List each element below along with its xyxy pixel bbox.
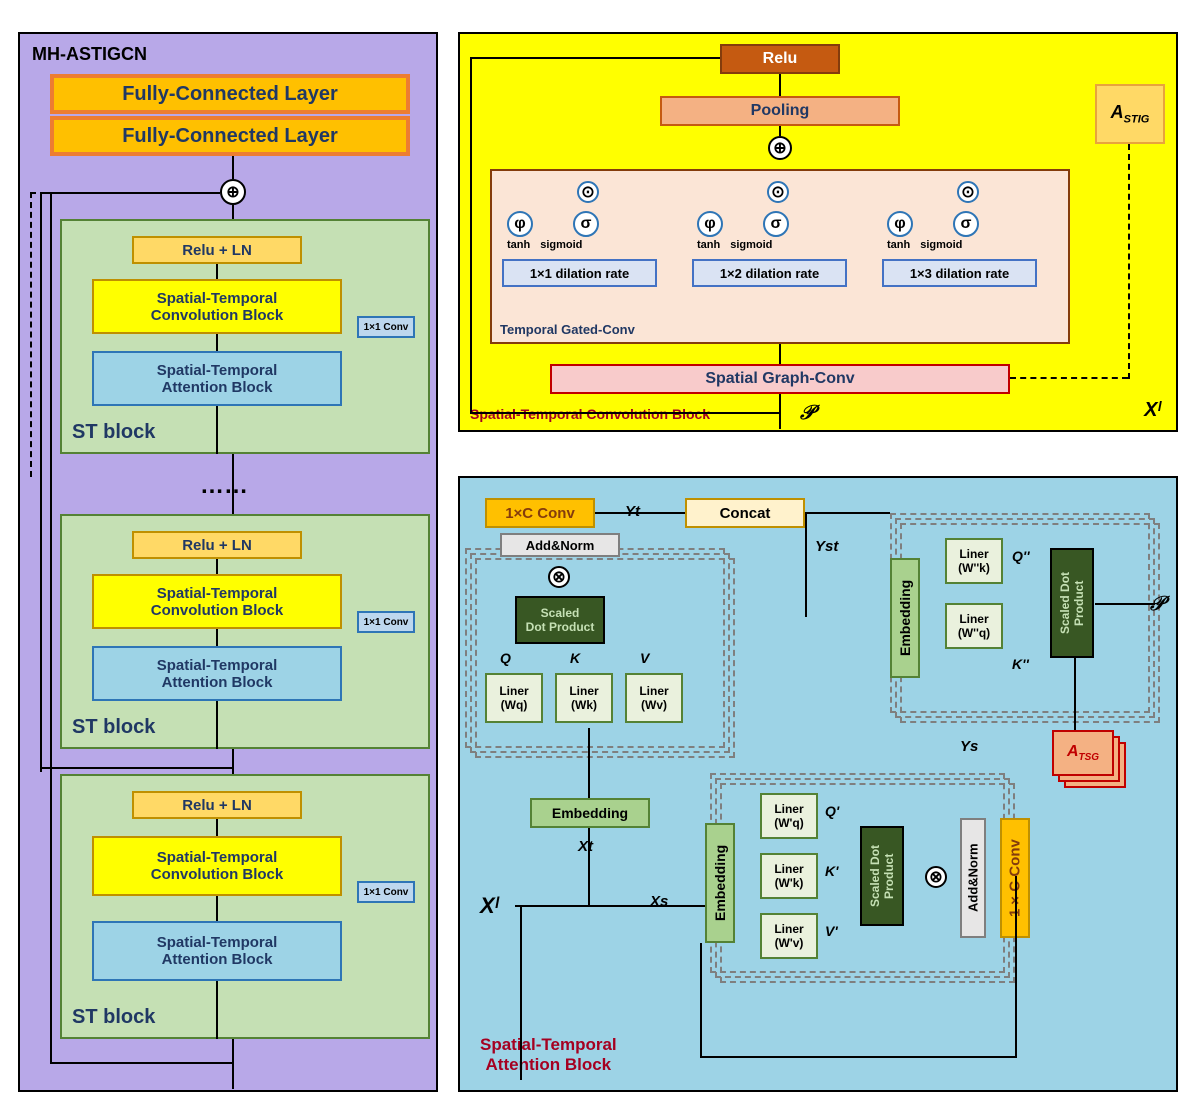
- dilation-2: 1×2 dilation rate: [692, 259, 847, 287]
- yst-label: Yst: [815, 538, 838, 555]
- relu-ln-3: Relu + LN: [132, 791, 302, 819]
- relu-box: Relu: [720, 44, 840, 74]
- scaled-s: Scaled Dot Product: [860, 826, 904, 926]
- conv1x1-1: 1×1 Conv: [357, 316, 415, 338]
- odot-2: ⊙: [767, 181, 789, 203]
- relu-ln-2: Relu + LN: [132, 531, 302, 559]
- ys-label: Ys: [960, 738, 978, 755]
- atsg-3: ATSG: [1052, 730, 1114, 776]
- k-label: K: [570, 650, 580, 666]
- stconv-panel: Relu Pooling ⊕ ⊙ φ σ tanh sigmoid 1×1 di…: [458, 32, 1178, 432]
- pooling-box: Pooling: [660, 96, 900, 126]
- stattn-panel: 1×C Conv Concat Yt Yst Add&Norm ⊗ Scaled…: [458, 476, 1178, 1092]
- liner-wppk: Liner (W''k): [945, 538, 1003, 584]
- liner-wpv: Liner (W'v): [760, 913, 818, 959]
- p-label-tr: 𝒫: [800, 402, 814, 425]
- mh-astigcn-title: MH-ASTIGCN: [32, 44, 147, 65]
- addnorm-s: Add&Norm: [960, 818, 986, 938]
- kp-label: K': [825, 863, 838, 879]
- phi-1: φ: [507, 211, 533, 237]
- xt-label: Xt: [578, 838, 593, 855]
- otimes-s: ⊗: [925, 866, 947, 888]
- oplus-icon: ⊕: [220, 179, 246, 205]
- stconv-panel-title: Spatial-Temporal Convolution Block: [470, 406, 710, 422]
- phi-3: φ: [887, 211, 913, 237]
- fc-layer-1: Fully-Connected Layer: [50, 74, 410, 114]
- conv1c-top: 1×C Conv: [485, 498, 595, 528]
- liner-wpq: Liner (W'q): [760, 793, 818, 839]
- oplus-tr: ⊕: [768, 136, 792, 160]
- st-block-1: Relu + LN Spatial-Temporal Convolution B…: [60, 219, 430, 454]
- stconv-block-1: Spatial-Temporal Convolution Block: [92, 279, 342, 334]
- xl-label-br: Xˡ: [480, 893, 499, 919]
- relu-ln-1: Relu + LN: [132, 236, 302, 264]
- stattn-panel-title: Spatial-Temporal Attention Block: [480, 1035, 617, 1075]
- conv1x1-3: 1×1 Conv: [357, 881, 415, 903]
- stconv-block-2: Spatial-Temporal Convolution Block: [92, 574, 342, 629]
- liner-wppq: Liner (W''q): [945, 603, 1003, 649]
- dilation-1: 1×1 dilation rate: [502, 259, 657, 287]
- liner-wk: Liner (Wk): [555, 673, 613, 723]
- scaled-st: Scaled Dot Product: [1050, 548, 1094, 658]
- qp-label: Q': [825, 803, 839, 819]
- odot-3: ⊙: [957, 181, 979, 203]
- xl-label-tr: Xˡ: [1144, 399, 1161, 422]
- stattn-block-1: Spatial-Temporal Attention Block: [92, 351, 342, 406]
- st-block-title-3: ST block: [72, 1006, 155, 1029]
- fc-layer-2: Fully-Connected Layer: [50, 116, 410, 156]
- stconv-block-3: Spatial-Temporal Convolution Block: [92, 836, 342, 896]
- otimes-t: ⊗: [548, 566, 570, 588]
- astig-box: ASTIG: [1095, 84, 1165, 144]
- odot-1: ⊙: [577, 181, 599, 203]
- sigma-3: σ: [953, 211, 979, 237]
- phi-2: φ: [697, 211, 723, 237]
- gated-conv-title: Temporal Gated-Conv: [500, 322, 635, 337]
- dilation-3: 1×3 dilation rate: [882, 259, 1037, 287]
- sigma-2: σ: [763, 211, 789, 237]
- st-block-2: Relu + LN Spatial-Temporal Convolution B…: [60, 514, 430, 749]
- st-block-title-2: ST block: [72, 716, 155, 739]
- addnorm-t: Add&Norm: [500, 533, 620, 557]
- qpp-label: Q'': [1012, 548, 1030, 564]
- conv1x1-2: 1×1 Conv: [357, 611, 415, 633]
- v-label: V: [640, 650, 649, 666]
- stattn-block-3: Spatial-Temporal Attention Block: [92, 921, 342, 981]
- left-panel: MH-ASTIGCN Fully-Connected Layer Fully-C…: [18, 32, 438, 1092]
- ellipsis: ……: [200, 472, 248, 500]
- embedding-s: Embedding: [705, 823, 735, 943]
- xs-label: Xs: [650, 893, 668, 910]
- liner-wv: Liner (Wv): [625, 673, 683, 723]
- embedding-t: Embedding: [530, 798, 650, 828]
- spatial-graph-conv: Spatial Graph-Conv: [550, 364, 1010, 394]
- q-label: Q: [500, 650, 511, 666]
- st-block-3: Relu + LN Spatial-Temporal Convolution B…: [60, 774, 430, 1039]
- liner-wpk: Liner (W'k): [760, 853, 818, 899]
- st-block-title-1: ST block: [72, 421, 155, 444]
- scaled-t: Scaled Dot Product: [515, 596, 605, 644]
- stattn-block-2: Spatial-Temporal Attention Block: [92, 646, 342, 701]
- embedding-st: Embedding: [890, 558, 920, 678]
- gated-conv-box: ⊙ φ σ tanh sigmoid 1×1 dilation rate ⊙ φ…: [490, 169, 1070, 344]
- sigma-1: σ: [573, 211, 599, 237]
- liner-wq: Liner (Wq): [485, 673, 543, 723]
- concat-box: Concat: [685, 498, 805, 528]
- vp-label: V': [825, 923, 838, 939]
- kpp-label: K'': [1012, 656, 1029, 672]
